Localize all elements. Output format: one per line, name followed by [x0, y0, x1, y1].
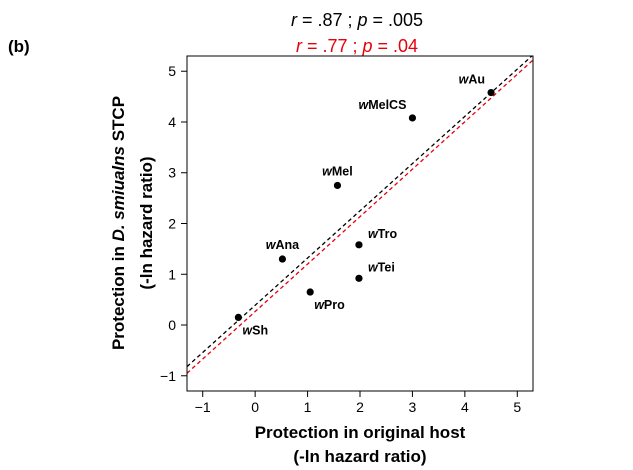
point-label-tei: wTei — [368, 260, 395, 274]
point-tro — [355, 241, 363, 249]
point-sh — [234, 313, 242, 322]
point-tei — [355, 274, 363, 282]
p-value-red: = .04 — [373, 36, 419, 56]
point-label-pro: wPro — [314, 298, 345, 312]
x-tick-label: 5 — [513, 399, 521, 415]
panel-label: (b) — [8, 37, 30, 56]
p-label: p — [356, 10, 367, 30]
point-mel — [333, 181, 342, 190]
point-label-melcs: wMelCS — [358, 98, 406, 112]
point-label-ana: wAna — [266, 238, 300, 252]
r-label: r — [291, 10, 298, 30]
point-label-tro: wTro — [368, 227, 398, 241]
y-axis-title-line1: Protection in D. smiualns STCP — [109, 96, 128, 350]
x-tick-label: 1 — [304, 399, 312, 415]
x-axis-title-line2: (-ln hazard ratio) — [293, 447, 426, 466]
y-tick-label: 4 — [168, 114, 176, 130]
point-melcs — [408, 114, 417, 122]
x-tick-label: 0 — [251, 399, 259, 415]
axis-ticks: −1 0 1 2 3 4 5 −1 0 1 2 3 4 5 — [160, 63, 521, 415]
point-pro — [306, 288, 314, 296]
y-axis-title-prefix: Protection in — [109, 241, 128, 350]
x-tick-label: 4 — [461, 399, 469, 415]
r-label-red: r — [296, 36, 303, 56]
y-axis-title-suffix: STCP — [109, 96, 128, 146]
y-tick-label: 3 — [168, 165, 176, 181]
y-tick-label: 5 — [168, 63, 176, 79]
regression-line-red — [187, 59, 533, 374]
y-axis-title-species: D. smiualns — [109, 146, 128, 241]
x-axis-title-line1: Protection in original host — [255, 423, 466, 442]
y-tick-label: 1 — [168, 266, 176, 282]
x-tick-label: −1 — [195, 399, 211, 415]
point-label-mel: wMel — [322, 164, 353, 178]
p-label-red: p — [361, 36, 372, 56]
point-label-au: wAu — [459, 73, 485, 87]
r-value: = .87 ; — [297, 10, 358, 30]
x-tick-label: 3 — [409, 399, 417, 415]
r-value-red: = .77 ; — [302, 36, 363, 56]
correlation-stats-red: r = .77 ; p = .04 — [296, 36, 418, 56]
regression-line-black — [187, 56, 533, 368]
y-tick-label: 2 — [168, 216, 176, 232]
data-points: wAu wMelCS wMel wAna wTro wTei wPro wSh — [234, 73, 495, 337]
x-tick-label: 2 — [356, 399, 364, 415]
point-label-sh: wSh — [242, 323, 268, 337]
y-tick-label: 0 — [168, 317, 176, 333]
y-axis-title-line2: (-ln hazard ratio) — [137, 156, 156, 289]
regression-lines — [187, 56, 533, 374]
point-ana — [278, 255, 287, 263]
point-au — [487, 88, 495, 97]
p-value: = .005 — [368, 10, 424, 30]
correlation-stats-black: r = .87 ; p = .005 — [291, 10, 423, 30]
y-tick-label: −1 — [160, 368, 176, 384]
